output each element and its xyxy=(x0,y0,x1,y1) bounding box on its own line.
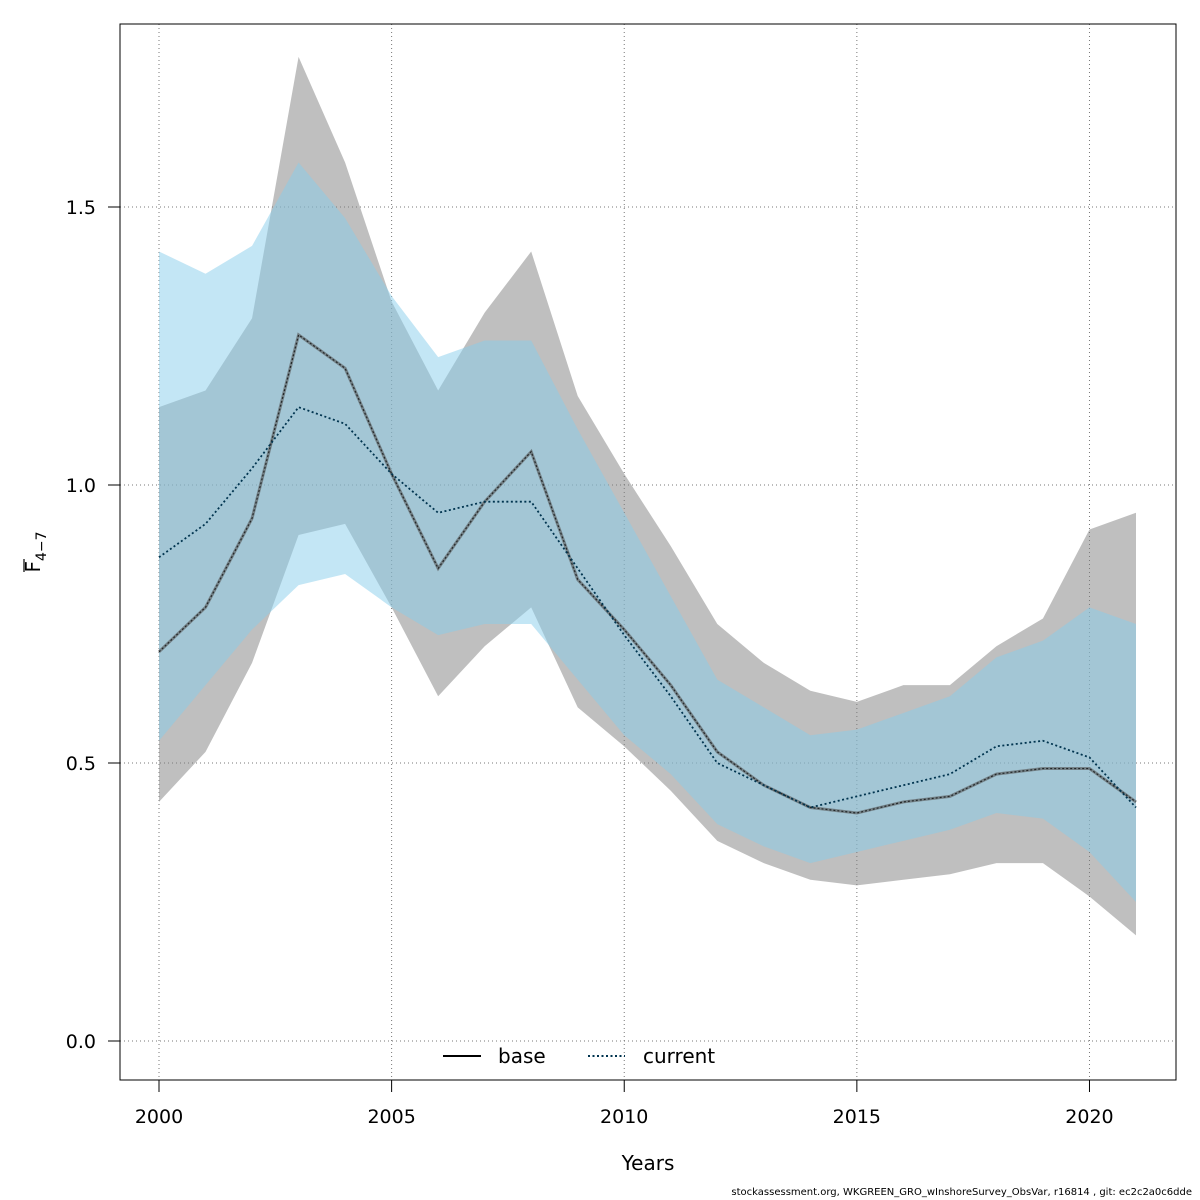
y-axis: 0.0 0.5 1.0 1.5 xyxy=(66,197,120,1053)
svg-text:F4−7: F4−7 xyxy=(21,531,50,572)
x-tick-label: 2010 xyxy=(600,1106,648,1128)
x-tick-label: 2000 xyxy=(135,1106,183,1128)
y-axis-label-subscript: 4−7 xyxy=(34,531,50,561)
y-axis-label: F4−7 xyxy=(21,531,50,572)
x-axis-label: Years xyxy=(621,1151,675,1175)
x-axis: 2000 2005 2010 2015 2020 xyxy=(135,1079,1114,1128)
line-base xyxy=(158,333,1137,814)
confidence-bands xyxy=(159,56,1136,936)
line-current xyxy=(158,406,1137,809)
band-base xyxy=(159,56,1136,936)
footer-caption: stockassessment.org, WKGREEN_GRO_wInshor… xyxy=(731,1187,1192,1198)
y-tick-label: 1.5 xyxy=(66,197,96,219)
band-current xyxy=(159,162,1136,902)
legend-label-current: current xyxy=(643,1044,715,1068)
x-tick-label: 2015 xyxy=(833,1106,881,1128)
legend: base current xyxy=(443,1044,715,1068)
legend-label-base: base xyxy=(498,1044,546,1068)
y-tick-label: 0.0 xyxy=(66,1031,96,1053)
x-tick-label: 2005 xyxy=(367,1106,415,1128)
x-tick-label: 2020 xyxy=(1065,1106,1113,1128)
y-tick-label: 0.5 xyxy=(66,753,96,775)
y-tick-label: 1.0 xyxy=(66,475,96,497)
y-axis-label-main: F xyxy=(21,561,45,573)
series-lines xyxy=(157,332,1137,815)
